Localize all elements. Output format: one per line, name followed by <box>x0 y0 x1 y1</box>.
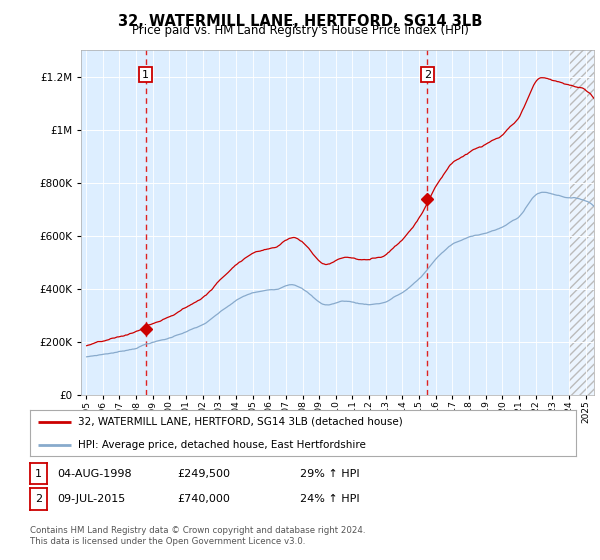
Text: HPI: Average price, detached house, East Hertfordshire: HPI: Average price, detached house, East… <box>78 440 366 450</box>
Text: 24% ↑ HPI: 24% ↑ HPI <box>300 494 359 504</box>
Text: 04-AUG-1998: 04-AUG-1998 <box>57 469 131 479</box>
Bar <box>569 50 600 395</box>
Text: 32, WATERMILL LANE, HERTFORD, SG14 3LB (detached house): 32, WATERMILL LANE, HERTFORD, SG14 3LB (… <box>78 417 403 427</box>
Text: 2: 2 <box>35 494 42 504</box>
Text: 1: 1 <box>35 469 42 479</box>
Text: 32, WATERMILL LANE, HERTFORD, SG14 3LB: 32, WATERMILL LANE, HERTFORD, SG14 3LB <box>118 14 482 29</box>
Text: 1: 1 <box>142 69 149 80</box>
Bar <box>569 50 600 395</box>
Text: Contains HM Land Registry data © Crown copyright and database right 2024.
This d: Contains HM Land Registry data © Crown c… <box>30 526 365 546</box>
Text: £249,500: £249,500 <box>177 469 230 479</box>
Text: £740,000: £740,000 <box>177 494 230 504</box>
Text: Price paid vs. HM Land Registry's House Price Index (HPI): Price paid vs. HM Land Registry's House … <box>131 24 469 37</box>
Text: 09-JUL-2015: 09-JUL-2015 <box>57 494 125 504</box>
Text: 29% ↑ HPI: 29% ↑ HPI <box>300 469 359 479</box>
Text: 2: 2 <box>424 69 431 80</box>
